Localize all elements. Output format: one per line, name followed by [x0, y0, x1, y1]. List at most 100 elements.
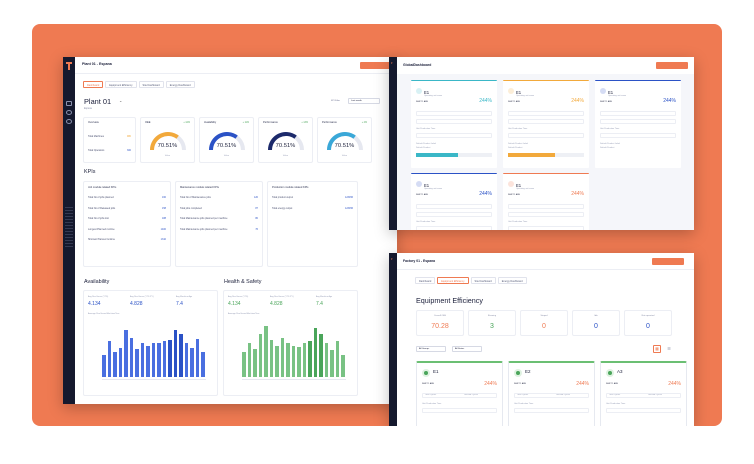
row-label: Default Product: [416, 147, 431, 149]
settings-icon[interactable]: [66, 119, 72, 124]
chart-bar: [102, 354, 106, 377]
stat-label: Avg Run Hours (YTD): [228, 296, 249, 298]
tab-energy-dashboard[interactable]: Energy Dashboard: [497, 277, 527, 284]
top-bar: [397, 57, 694, 74]
equipment-card[interactable]: E1 SHIFT 1 ABS 244% Total Cycles Unused Cycl…: [416, 361, 503, 426]
list-view-icon[interactable]: ☰: [667, 346, 671, 351]
app-logo-icon: [66, 62, 72, 70]
kpi-card: Job module related KPIs Total No of jobs …: [83, 181, 171, 267]
metric-row: [514, 393, 589, 398]
gauge-delta: + 13%: [301, 122, 308, 124]
kpi-value: 80: [255, 217, 258, 220]
bar-plot: [242, 321, 346, 377]
availability-card: Avg Run Hours (YTD) 4.134 Avg Run Hours (Y…: [83, 290, 218, 396]
kpi-label: Total jobs completed: [180, 206, 202, 210]
chart-bar: [324, 343, 329, 377]
chart-bar: [168, 340, 172, 377]
gauge-fill: [150, 132, 179, 151]
chart-bar: [291, 345, 296, 377]
chart-bar: [124, 330, 128, 377]
metric-row: [422, 393, 497, 398]
chart-bar: [184, 343, 189, 377]
gauge-fill: [327, 132, 356, 151]
chart-bar: [195, 338, 200, 377]
primary-action-button[interactable]: [652, 258, 684, 265]
plant-selector[interactable]: Plant 01 - Espana: [82, 62, 112, 66]
shift-label: SHIFT 1 ABS: [514, 383, 526, 385]
kpi-card: Production module related KPIs Total prod…: [267, 181, 358, 267]
primary-action-button[interactable]: [656, 62, 688, 69]
factory-selector[interactable]: Factory 01 - Espana: [403, 259, 436, 263]
chart-bar: [335, 341, 340, 377]
gauge-value: 70.51%: [157, 143, 178, 149]
chart-bar: [313, 327, 318, 377]
unit-icon: [508, 181, 514, 187]
gauge-card: Availability + 11% 70.51% Value: [199, 117, 254, 163]
chart-bar: [341, 354, 345, 377]
tab-equipment-efficiency[interactable]: Equipment Efficiency: [437, 277, 469, 284]
user-icon[interactable]: [66, 110, 72, 115]
unit-card[interactable]: E1 Operating unit name SHIFT 1 ABS 244% Unit…: [503, 173, 589, 230]
gauge-label: Availability: [204, 121, 217, 124]
filter-label: KPI Filter: [331, 100, 340, 102]
kpi-label: Total Maintenance jobs planned per machi…: [180, 227, 228, 231]
gauge-fill: [209, 132, 238, 151]
row-label: Total Cycles: [517, 394, 529, 396]
unit-percent: 244%: [663, 98, 676, 104]
kpi-value: 158: [162, 206, 166, 210]
tab-dashboard[interactable]: Dashboard: [415, 277, 436, 284]
chart-bar: [173, 330, 178, 377]
tab-bar: Dashboard Equipment Efficiency Site Dash…: [83, 81, 195, 88]
overview-label: Total Operators: [88, 149, 105, 152]
tab-dashboard[interactable]: Dashboard: [83, 81, 104, 88]
top-bar: [397, 253, 694, 270]
shift-label: SHIFT 1 ABS: [422, 383, 434, 385]
row-label: Default Product Label: [416, 143, 436, 145]
tab-site-dashboard[interactable]: Site Dashboard: [138, 81, 164, 88]
equipment-percent: 244%: [576, 381, 589, 387]
kpi-card-title: Job module related KPIs: [88, 186, 117, 189]
unit-card[interactable]: E1 Operating unit name SHIFT 1 ABS 244% Unit…: [503, 80, 589, 168]
unit-card[interactable]: E1 Operating unit name SHIFT 1 ABS 244% Unit…: [411, 80, 497, 168]
period-filter-select[interactable]: Last month: [348, 98, 380, 104]
chart-bar: [129, 337, 134, 377]
row-label: Unit Production Time: [606, 403, 626, 405]
chart-bar: [157, 343, 161, 377]
grid-icon[interactable]: [66, 101, 72, 106]
unit-subtitle: Operating unit name: [608, 95, 627, 97]
chart-caption: Average Run Hours/Machine/Year: [88, 313, 120, 315]
plant-dashboard-window: Plant 01 - Espana Dashboard Equipment Ef…: [63, 57, 397, 404]
equipment-card[interactable]: E2 SHIFT 1 ABS 244% Total Cycles Unused Cycl…: [508, 361, 595, 426]
gauge-delta: + 11%: [242, 122, 249, 124]
status-icon: [514, 369, 522, 377]
bar-plot: [102, 321, 206, 377]
group-filter-select[interactable]: All Groups: [416, 346, 446, 352]
tab-bar: Dashboard Equipment Efficiency Site Dash…: [415, 277, 527, 284]
unit-card[interactable]: E1 Operating unit name SHIFT 1 ABS 244% Unit…: [411, 173, 497, 230]
stat-label: Avg Run Hours (YTD PY): [270, 296, 294, 298]
status-filter-select[interactable]: All Status: [452, 346, 482, 352]
kpi-label: Total product output: [272, 196, 293, 199]
chart-bar: [118, 347, 123, 377]
tab-equipment-efficiency[interactable]: Equipment Efficiency: [105, 81, 137, 88]
tab-site-dashboard[interactable]: Site Dashboard: [470, 277, 496, 284]
sidebar: [63, 57, 75, 404]
page-title: GlobalDashboard: [403, 63, 432, 67]
tab-energy-dashboard[interactable]: Energy Dashboard: [165, 81, 195, 88]
chevron-down-icon[interactable]: ⌄: [119, 98, 123, 103]
chart-bar: [253, 349, 257, 377]
gauge-value: 70.51%: [334, 143, 355, 149]
stat-label: Stoped: [540, 315, 548, 317]
primary-action-button[interactable]: [360, 62, 392, 69]
health-safety-heading: Health & Safety: [224, 279, 262, 285]
equipment-card[interactable]: A3 SHIFT 1 ABS 244% Total Cycles Unused Cycl…: [600, 361, 687, 426]
chart-bar: [151, 343, 156, 377]
kpi-card-title: Production module related KPIs: [272, 186, 309, 189]
unit-card[interactable]: E1 Operating unit name SHIFT 1 ABS 244% Unit…: [595, 80, 681, 168]
stat-value: 70.28: [431, 323, 449, 330]
grid-view-icon[interactable]: ▦: [653, 345, 661, 353]
equipment-percent: 244%: [668, 381, 681, 387]
unit-title: E1: [424, 183, 430, 188]
metric-row: [600, 119, 676, 124]
status-icon: [606, 369, 614, 377]
